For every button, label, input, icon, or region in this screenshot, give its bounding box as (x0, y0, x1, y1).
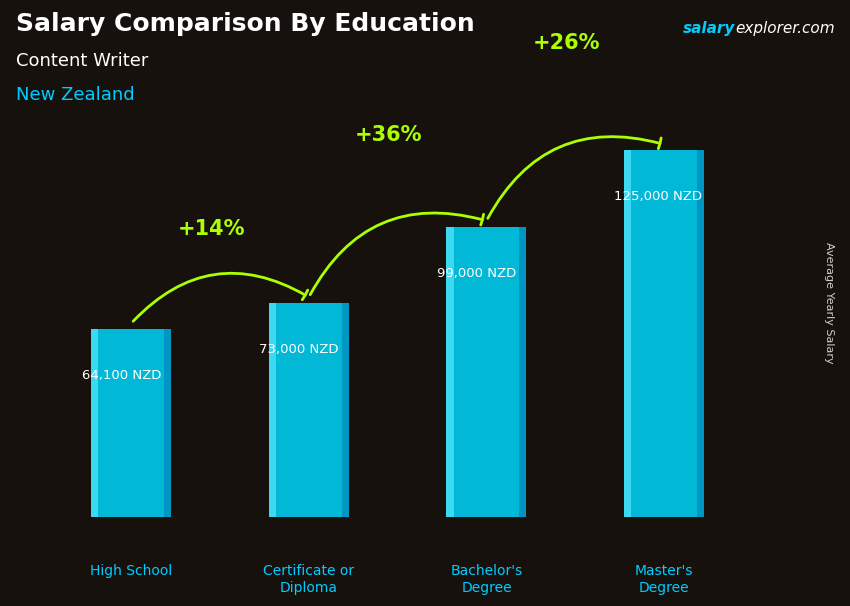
Text: Salary Comparison By Education: Salary Comparison By Education (16, 12, 474, 36)
Bar (91, 329, 171, 518)
Text: 99,000 NZD: 99,000 NZD (437, 267, 516, 279)
Text: +14%: +14% (178, 219, 245, 239)
Text: Master's
Degree: Master's Degree (635, 564, 694, 594)
Text: Certificate or
Diploma: Certificate or Diploma (264, 564, 354, 594)
Bar (624, 150, 632, 518)
Text: 125,000 NZD: 125,000 NZD (615, 190, 702, 203)
Text: Bachelor's
Degree: Bachelor's Degree (450, 564, 523, 594)
Bar (697, 150, 704, 518)
Text: +36%: +36% (355, 125, 422, 145)
Bar (624, 150, 704, 518)
Text: +26%: +26% (533, 33, 600, 53)
Bar (446, 227, 454, 518)
Text: High School: High School (90, 564, 173, 578)
Text: 73,000 NZD: 73,000 NZD (259, 343, 338, 356)
Text: salary: salary (683, 21, 735, 36)
Bar (164, 329, 171, 518)
Bar (519, 227, 526, 518)
Text: explorer.com: explorer.com (735, 21, 835, 36)
Text: 64,100 NZD: 64,100 NZD (82, 369, 161, 382)
Bar (91, 329, 99, 518)
Text: New Zealand: New Zealand (16, 87, 134, 104)
Bar (342, 303, 348, 518)
Bar (269, 303, 276, 518)
Text: Content Writer: Content Writer (16, 52, 148, 70)
Bar (269, 303, 348, 518)
Bar (446, 227, 526, 518)
Text: Average Yearly Salary: Average Yearly Salary (824, 242, 834, 364)
